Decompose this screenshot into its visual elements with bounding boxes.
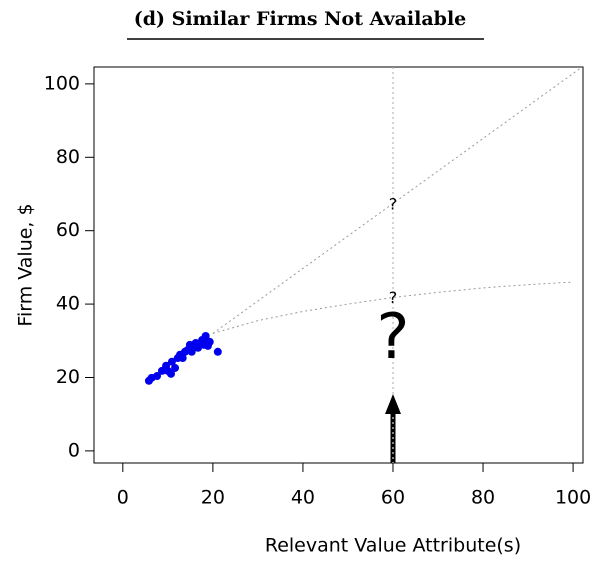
- annotation: ?: [389, 288, 398, 307]
- x-tick-label: 0: [117, 487, 129, 509]
- extrapolation-line: [212, 66, 583, 334]
- data-point: [178, 354, 187, 363]
- y-tick-label: 40: [56, 293, 80, 315]
- chart-title: (d) Similar Firms Not Available: [134, 8, 467, 30]
- x-tick-label: 100: [555, 487, 591, 509]
- y-tick-label: 60: [56, 219, 80, 241]
- annotation: ?: [377, 300, 410, 373]
- x-axis-label: Relevant Value Attribute(s): [265, 535, 521, 557]
- data-point: [167, 357, 176, 366]
- x-tick-label: 60: [381, 487, 405, 509]
- data-point: [205, 337, 214, 346]
- data-point: [166, 369, 175, 378]
- plot-frame: [93, 66, 584, 464]
- y-tick-label: 80: [56, 146, 80, 168]
- arrow-head: [385, 394, 401, 414]
- y-tick-label: 20: [56, 366, 80, 388]
- x-tick-label: 80: [471, 487, 495, 509]
- x-tick-label: 40: [291, 487, 315, 509]
- y-tick-label: 0: [68, 439, 80, 461]
- x-tick-label: 20: [201, 487, 225, 509]
- data-point: [153, 372, 162, 381]
- annotation: ?: [389, 194, 398, 213]
- y-tick-label: 100: [44, 72, 80, 94]
- data-point: [213, 347, 222, 356]
- data-point: [171, 363, 180, 372]
- y-axis-label: Firm Value, $: [15, 203, 37, 326]
